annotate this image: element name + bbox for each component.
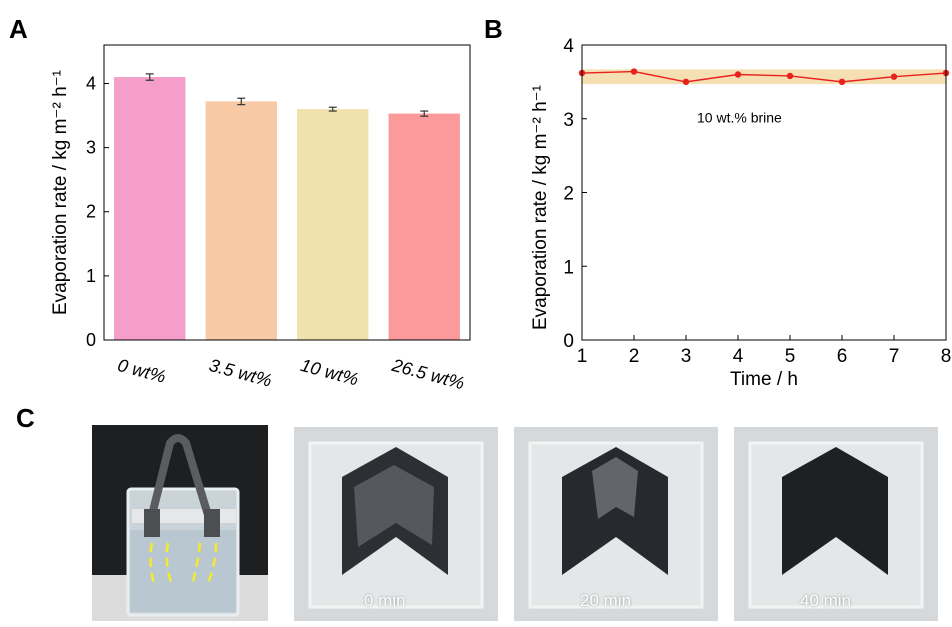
bar — [297, 109, 369, 340]
y-tick-label: 3 — [86, 138, 96, 158]
panel-label-b: B — [484, 14, 503, 44]
caption-0min: 0 min — [364, 591, 406, 610]
x-tick-label: 6 — [837, 346, 848, 367]
evaporator-illustration — [528, 441, 704, 609]
data-point — [630, 68, 638, 75]
device-photo — [92, 425, 268, 621]
error-bar — [145, 73, 154, 81]
x-tick-label: 4 — [733, 346, 744, 367]
evaporator-illustration — [748, 441, 924, 609]
x-tick-label: 3 — [681, 346, 692, 367]
photo-0min: 0 min — [294, 427, 498, 621]
panel-label-c: C — [16, 403, 35, 433]
plot-frame-a — [103, 44, 471, 341]
photo-20min: 20 min — [514, 427, 718, 621]
series-line — [581, 70, 947, 83]
y-tick-label: 2 — [563, 184, 574, 205]
y-tick-label: 1 — [563, 257, 574, 278]
annotation-brine: 10 wt.% brine — [697, 109, 782, 125]
error-bar — [328, 106, 337, 112]
x-tick-label: 5 — [785, 346, 796, 367]
x-tick-label: 8 — [941, 346, 952, 367]
data-point — [838, 78, 846, 86]
y-axis-label-a: Evaporation rate / kg m⁻² h⁻¹ — [50, 70, 71, 315]
error-bar — [237, 97, 246, 106]
x-axis-label-b: Time / h — [730, 369, 798, 390]
y-tick-label: 2 — [86, 202, 96, 222]
y-axis-label-b: Evaporation rate / kg m⁻² h⁻¹ — [530, 85, 551, 330]
bar — [388, 113, 460, 340]
y-tick-label: 0 — [86, 330, 96, 350]
y-tick-label: 4 — [563, 36, 574, 57]
y-tick-label: 0 — [563, 331, 574, 352]
data-point — [786, 72, 794, 80]
x-tick-label: 1 — [577, 346, 588, 367]
y-tick-label: 3 — [563, 110, 574, 131]
device-illustration — [92, 434, 268, 621]
photo-40min: 40 min — [734, 427, 938, 621]
data-point — [734, 71, 742, 78]
evaporator-illustration — [308, 441, 484, 609]
bar — [114, 77, 186, 340]
data-point — [682, 78, 690, 86]
x-tick-label: 7 — [889, 346, 900, 367]
bar — [205, 101, 277, 340]
error-bar — [420, 110, 429, 117]
y-tick-label: 1 — [86, 266, 96, 286]
plot-frame-b — [581, 44, 947, 341]
y-tick-label: 4 — [86, 73, 96, 93]
caption-20min: 20 min — [580, 591, 632, 610]
caption-40min: 40 min — [800, 591, 852, 610]
x-tick-label: 2 — [629, 346, 640, 367]
data-point — [890, 73, 898, 80]
panel-label-a: A — [9, 14, 28, 44]
